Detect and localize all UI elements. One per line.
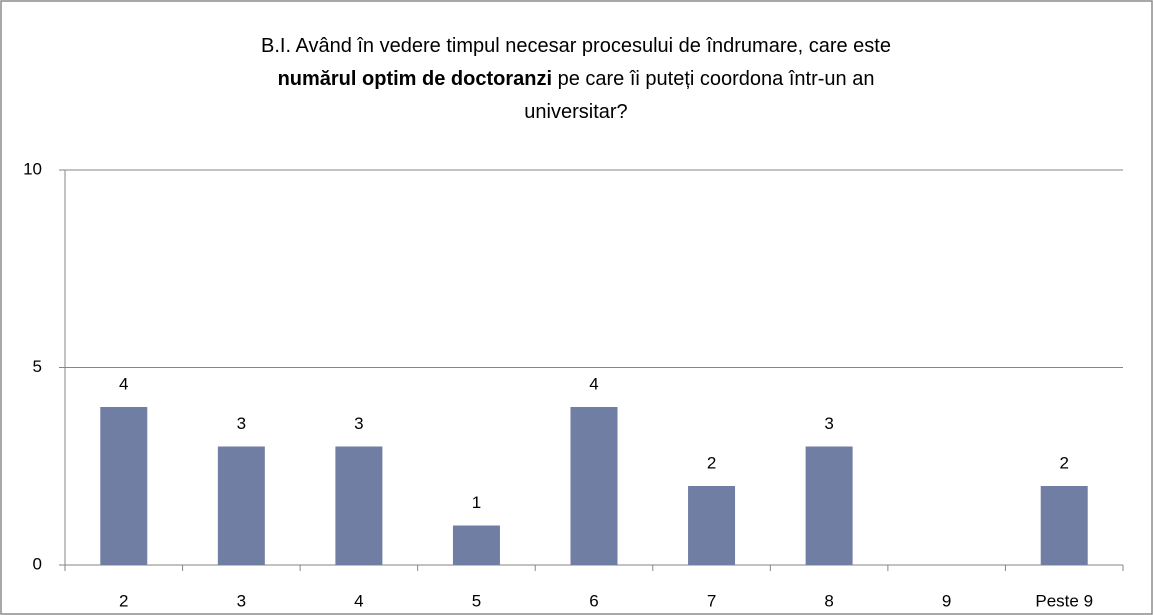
bar — [452, 525, 500, 565]
title-run: pe care îi puteți coordona într-un an un… — [524, 68, 875, 123]
data-label: 3 — [354, 414, 363, 433]
x-tick-label: 7 — [707, 591, 716, 610]
bar — [1040, 486, 1088, 565]
chart-title: B.I. Având în vedere timpul necesar proc… — [226, 30, 926, 129]
title-run: B.I. Având în vedere timpul necesar proc… — [261, 35, 891, 57]
x-tick-label: 6 — [589, 591, 598, 610]
x-tick-label: 3 — [237, 591, 246, 610]
data-label: 4 — [589, 374, 598, 393]
data-label: 3 — [237, 414, 246, 433]
bar — [570, 407, 618, 565]
x-tick-label: 9 — [942, 591, 951, 610]
x-tick-label: Peste 9 — [1035, 591, 1093, 610]
bar — [217, 446, 265, 565]
y-tick-label: 5 — [33, 357, 42, 376]
data-label: 3 — [824, 414, 833, 433]
y-tick-label: 0 — [33, 554, 42, 573]
x-tick-label: 4 — [354, 591, 363, 610]
x-tick-label: 2 — [119, 591, 128, 610]
data-label: 2 — [1059, 453, 1068, 472]
x-tick-label: 5 — [472, 591, 481, 610]
data-label: 2 — [707, 453, 716, 472]
bar — [805, 446, 853, 565]
data-label: 4 — [119, 374, 128, 393]
y-tick-label: 10 — [23, 159, 42, 178]
bar — [688, 486, 736, 565]
x-tick-label: 8 — [824, 591, 833, 610]
bar — [100, 407, 148, 565]
data-label: 1 — [472, 493, 481, 512]
title-run: numărul optim de doctoranzi — [277, 68, 553, 90]
bar — [335, 446, 383, 565]
